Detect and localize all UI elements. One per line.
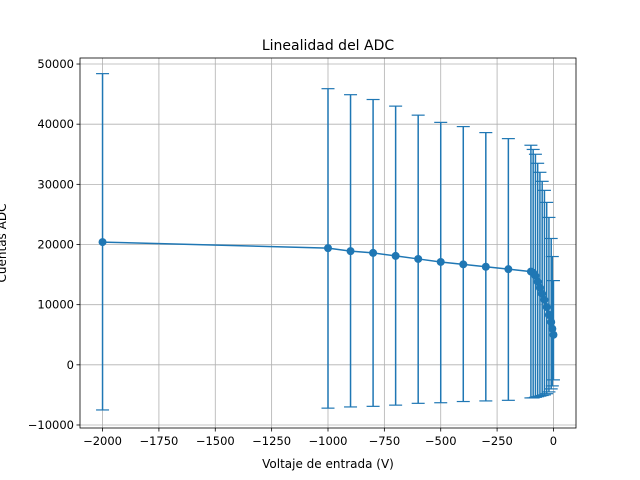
- data-point: [548, 324, 557, 333]
- data-point: [346, 247, 355, 256]
- y-tick-label: 30000: [37, 177, 74, 191]
- data-point: [504, 265, 513, 274]
- x-tick-label: −750: [369, 434, 401, 448]
- data-point: [540, 295, 549, 304]
- data-point: [549, 330, 558, 339]
- y-tick-label: 40000: [37, 117, 74, 131]
- chart-title: Linealidad del ADC: [262, 38, 395, 54]
- x-axis-label: Voltaje de entrada (V): [262, 457, 394, 471]
- data-point: [531, 271, 540, 280]
- x-tick-label: −250: [481, 434, 513, 448]
- x-tick-label: −1250: [252, 434, 291, 448]
- y-tick-label: 50000: [37, 57, 74, 71]
- x-tick-label: −2000: [83, 434, 122, 448]
- data-point: [414, 254, 423, 263]
- y-axis-label: Cuentas ADC: [0, 204, 9, 283]
- y-tick-label: −10000: [28, 418, 74, 432]
- x-tick-label: 0: [550, 434, 557, 448]
- y-tick-label: 10000: [37, 298, 74, 312]
- x-axis-ticks: −2000 −1750 −1500 −1250 −1000 −750 −500 −250 0: [83, 428, 557, 448]
- data-point: [481, 262, 490, 271]
- data-point: [538, 289, 547, 298]
- y-tick-label: 20000: [37, 238, 74, 252]
- data-point: [391, 251, 400, 260]
- data-point: [324, 244, 332, 253]
- data-point: [544, 310, 553, 319]
- data-point: [98, 238, 107, 247]
- data-point: [436, 257, 445, 266]
- data-point: [547, 318, 556, 327]
- y-axis-ticks: −10000 0 10000 20000 30000 40000 50000: [28, 57, 80, 432]
- data-series: [98, 238, 558, 339]
- data-point: [533, 277, 542, 286]
- data-point: [535, 283, 544, 292]
- x-tick-label: −1750: [139, 434, 178, 448]
- x-tick-label: −1500: [196, 434, 235, 448]
- x-tick-label: −1000: [309, 434, 348, 448]
- y-tick-label: 0: [67, 358, 74, 372]
- data-point: [369, 248, 378, 257]
- data-point: [459, 260, 468, 269]
- data-point: [542, 303, 551, 312]
- x-tick-label: −500: [425, 434, 457, 448]
